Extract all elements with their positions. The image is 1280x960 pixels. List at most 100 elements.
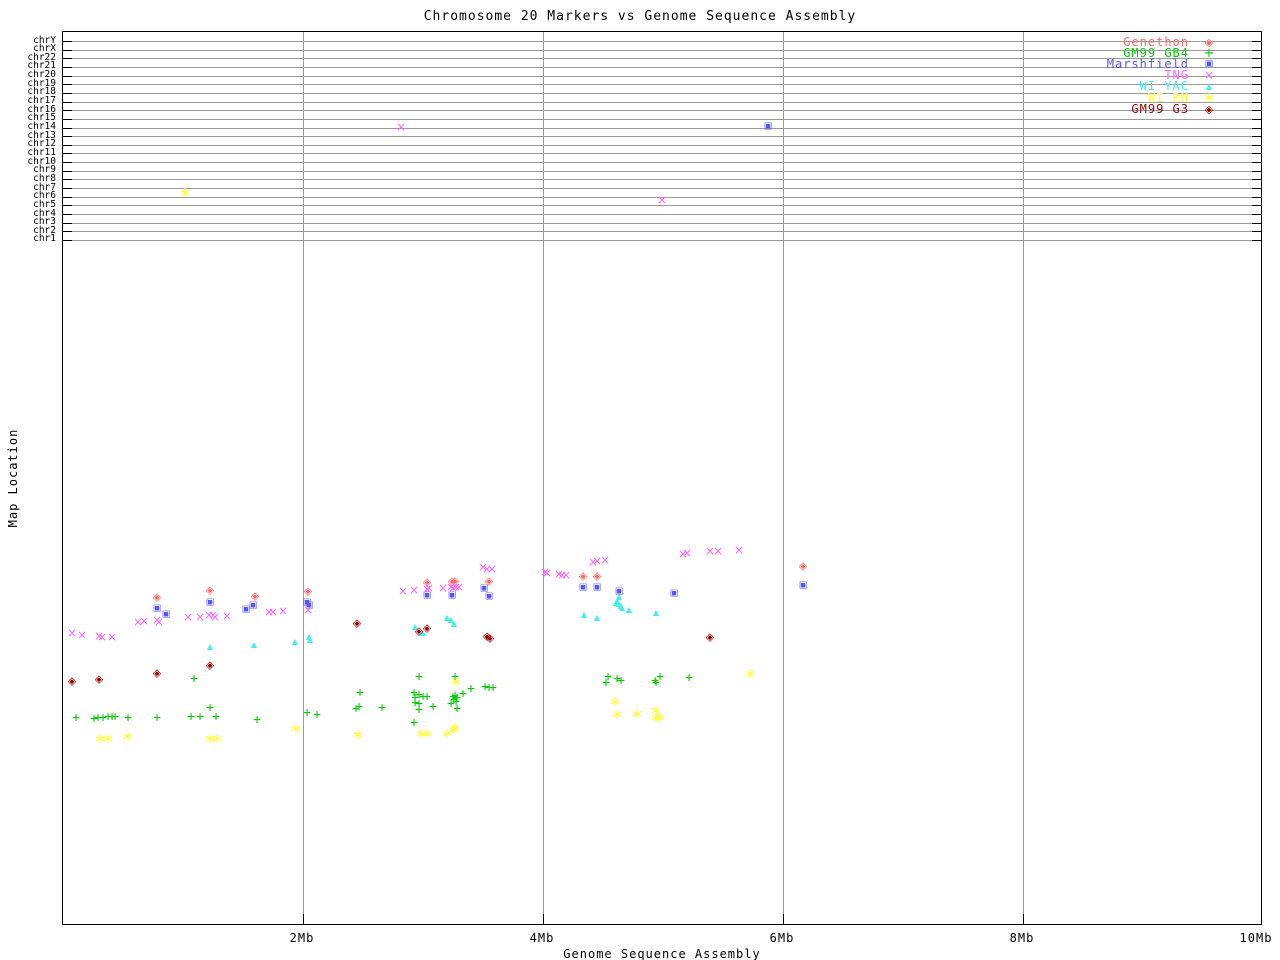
data-point-gm99-gb4: + bbox=[72, 710, 80, 726]
data-point-gm99-gb4: + bbox=[196, 709, 204, 725]
y-tick-right bbox=[1252, 92, 1261, 94]
data-point-gm99-g3: ◈ bbox=[152, 666, 162, 680]
data-point-gm99-g3: ◈ bbox=[205, 658, 215, 672]
data-point-tng: × bbox=[539, 565, 551, 579]
data-point-marshfield: ▣ bbox=[614, 586, 624, 597]
y-tick-left bbox=[63, 222, 72, 224]
data-point-tng: × bbox=[677, 547, 689, 561]
data-point-gm99-gb4: + bbox=[124, 710, 132, 726]
y-tick-right bbox=[1252, 214, 1261, 216]
y-tick-left bbox=[63, 58, 72, 60]
y-tick-left bbox=[63, 66, 72, 68]
data-point-tng: × bbox=[263, 605, 275, 619]
y-tick-label-chr22: chr22 bbox=[27, 51, 56, 63]
chromosome-gridline-chr17 bbox=[63, 101, 1261, 103]
data-point-tng: × bbox=[704, 544, 716, 558]
y-tick-label-chr6: chr6 bbox=[33, 190, 56, 202]
plot-area bbox=[62, 31, 1262, 925]
data-point-wi-rh: ∗ bbox=[654, 710, 666, 726]
y-tick-label-chr7: chr7 bbox=[33, 181, 56, 193]
data-point-marshfield: ▣ bbox=[205, 597, 215, 608]
y-tick-left bbox=[63, 170, 72, 172]
open-square-dot-icon: ▣ bbox=[1204, 59, 1214, 70]
data-point-marshfield: ▣ bbox=[447, 590, 457, 601]
chromosome-gridline-chrY bbox=[63, 41, 1261, 42]
y-tick-label-chr17: chr17 bbox=[27, 95, 56, 107]
data-point-wi-rh: ∗ bbox=[744, 666, 756, 682]
chromosome-gridline-chr5 bbox=[63, 205, 1261, 207]
data-point-wi-rh: ∗ bbox=[204, 731, 216, 747]
y-tick-right bbox=[1252, 84, 1261, 86]
y-tick-right bbox=[1252, 101, 1261, 103]
y-tick-label-chr14: chr14 bbox=[27, 121, 56, 133]
data-point-wi-yac: ▲ bbox=[305, 632, 313, 641]
data-point-tng: × bbox=[423, 581, 435, 595]
y-tick-label-chr16: chr16 bbox=[27, 103, 56, 115]
y-tick-label-chr12: chr12 bbox=[27, 138, 56, 150]
data-point-wi-yac: ▲ bbox=[580, 610, 588, 619]
data-point-gm99-g3: ◈ bbox=[482, 629, 492, 643]
y-tick-label-chr18: chr18 bbox=[27, 86, 56, 98]
data-point-wi-rh: ∗ bbox=[290, 721, 302, 737]
y-tick-left bbox=[63, 144, 72, 146]
chromosome-gridline-chr3 bbox=[63, 222, 1261, 224]
data-point-gm99-gb4: + bbox=[651, 673, 659, 689]
data-point-gm99-gb4: + bbox=[613, 671, 621, 687]
data-point-tng: × bbox=[656, 193, 668, 207]
data-point-wi-rh: ∗ bbox=[447, 722, 459, 738]
data-point-gm99-gb4: + bbox=[489, 680, 497, 696]
data-point-marshfield: ▣ bbox=[248, 600, 258, 611]
data-point-wi-yac: ▲ bbox=[306, 635, 314, 644]
chromosome-gridline-chr16 bbox=[63, 110, 1261, 112]
chromosome-gridline-chr13 bbox=[63, 136, 1261, 138]
data-point-gm99-gb4: + bbox=[190, 671, 198, 687]
y-tick-label-chr4: chr4 bbox=[33, 207, 56, 219]
data-point-wi-yac: ▲ bbox=[291, 637, 299, 646]
data-point-gm99-gb4: + bbox=[411, 690, 419, 706]
data-point-gm99-gb4: + bbox=[411, 695, 419, 711]
y-tick-left bbox=[63, 84, 72, 86]
data-point-gm99-g3: ◈ bbox=[485, 631, 495, 645]
data-point-wi-yac: ▲ bbox=[612, 598, 620, 607]
data-point-wi-rh: ∗ bbox=[450, 674, 462, 690]
data-point-tng: × bbox=[477, 560, 489, 574]
y-tick-label-chr13: chr13 bbox=[27, 129, 56, 141]
y-tick-left bbox=[63, 49, 72, 51]
data-point-gm99-gb4: + bbox=[685, 670, 693, 686]
data-point-tng: × bbox=[397, 584, 409, 598]
data-point-tng: × bbox=[553, 567, 565, 581]
data-point-wi-rh: ∗ bbox=[449, 720, 461, 736]
data-point-wi-yac: ▲ bbox=[615, 592, 623, 601]
y-tick-right bbox=[1252, 144, 1261, 146]
data-point-tng: × bbox=[599, 553, 611, 567]
data-point-genethon: ◈ bbox=[152, 590, 162, 604]
data-point-gm99-gb4: + bbox=[352, 701, 360, 717]
data-point-gm99-gb4: + bbox=[451, 688, 459, 704]
data-point-genethon: ◈ bbox=[798, 559, 808, 573]
data-point-gm99-gb4: + bbox=[467, 681, 475, 697]
x-axis-title: Genome Sequence Assembly bbox=[563, 947, 761, 960]
data-point-tng: × bbox=[591, 554, 603, 568]
data-point-marshfield: ▣ bbox=[484, 591, 494, 602]
y-tick-left bbox=[63, 136, 72, 138]
data-point-wi-rh: ∗ bbox=[352, 727, 364, 743]
y-tick-left bbox=[63, 118, 72, 120]
y-tick-right bbox=[1252, 58, 1261, 60]
data-point-gm99-gb4: + bbox=[313, 707, 321, 723]
data-point-marshfield: ▣ bbox=[592, 582, 602, 593]
chromosome-gridline-chr11 bbox=[63, 153, 1261, 155]
x-gridline-6Mb bbox=[783, 32, 784, 924]
data-point-tng: × bbox=[421, 582, 433, 596]
data-point-wi-rh: ∗ bbox=[421, 726, 433, 742]
data-point-gm99-gb4: + bbox=[303, 705, 311, 721]
chromosome-gridline-chr7 bbox=[63, 188, 1261, 190]
data-point-wi-yac: ▲ bbox=[615, 599, 623, 608]
legend-item-wi-rh: WI RH ∗ bbox=[900, 91, 1262, 105]
data-point-tng: × bbox=[207, 608, 219, 622]
data-point-tng: × bbox=[681, 546, 693, 560]
y-tick-label-chr9: chr9 bbox=[33, 164, 56, 176]
y-tick-right bbox=[1252, 188, 1261, 190]
y-tick-left bbox=[63, 41, 72, 42]
data-point-marshfield: ▣ bbox=[798, 580, 808, 591]
legend-item-wi-yac: WI YAC ▲ bbox=[900, 80, 1262, 93]
